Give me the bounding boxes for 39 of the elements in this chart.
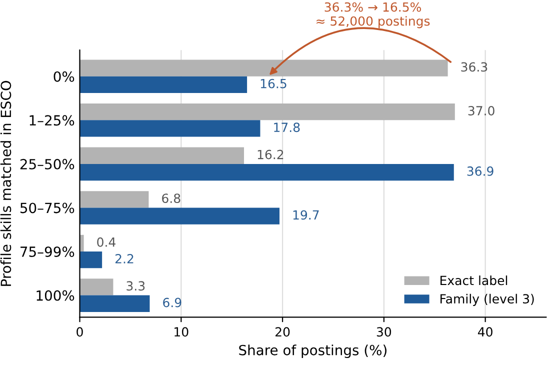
bar — [80, 104, 455, 120]
bar — [80, 252, 102, 268]
bar — [80, 60, 448, 76]
bar — [80, 295, 150, 312]
bar — [80, 147, 244, 164]
data-label: 19.7 — [293, 210, 319, 220]
legend-label: Exact label — [440, 276, 508, 286]
data-label: 17.8 — [274, 122, 300, 132]
y-tick-label: 1–25% — [30, 115, 74, 126]
x-tick-label: 10 — [174, 327, 188, 337]
x-tick-label: 40 — [478, 327, 492, 337]
text: 36.3% → 16.5% ≈ 52,000 postings — [316, 2, 430, 28]
y-tick-label: 75–99% — [20, 246, 74, 257]
data-label: 36.9 — [467, 166, 494, 176]
data-label: 37.0 — [468, 106, 494, 116]
data-label: 6.9 — [163, 298, 182, 308]
bar — [80, 76, 248, 93]
bar — [80, 120, 260, 137]
bar — [80, 191, 149, 208]
legend-label: Family (level 3) — [440, 294, 534, 306]
y-tick-label: 50–75% — [20, 202, 74, 214]
y-tick-label: 0% — [54, 71, 74, 82]
x-tick-label: 30 — [376, 327, 392, 337]
y-tick-label: 100% — [36, 290, 74, 301]
data-label: 6.8 — [162, 194, 180, 204]
x-axis-title: Share of postings (%) — [239, 344, 386, 358]
data-label: 0.4 — [97, 237, 116, 247]
bar — [80, 164, 454, 181]
bar — [80, 278, 114, 296]
data-label: 16.5 — [260, 78, 286, 88]
data-label: 3.3 — [126, 281, 145, 291]
data-label: 2.2 — [115, 254, 134, 264]
y-tick-label: 25–50% — [20, 158, 74, 170]
data-label: 16.2 — [258, 150, 284, 160]
bar — [80, 208, 280, 224]
x-tick-label: 20 — [275, 327, 290, 337]
y-axis-title: Profile skills matched in ESCO — [0, 80, 12, 286]
x-tick-label: 0 — [76, 327, 83, 337]
data-label: 36.3 — [461, 62, 488, 72]
